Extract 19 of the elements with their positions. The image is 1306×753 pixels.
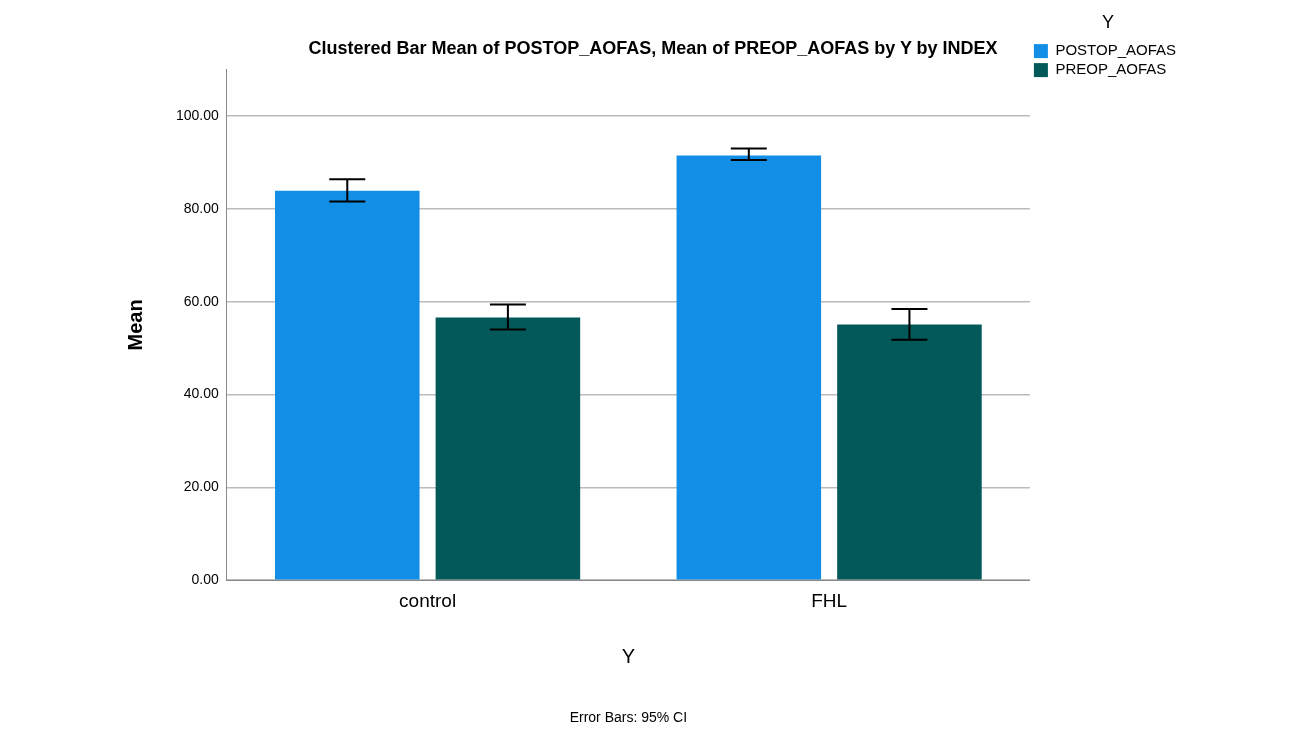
legend-title: Y (1101, 11, 1114, 32)
bar (435, 317, 581, 580)
legend-label: PREOP_AOFAS (1055, 60, 1167, 78)
y-tick-label: 60.00 (183, 292, 220, 309)
y-axis-title: Mean (123, 299, 146, 351)
y-tick-label: 20.00 (183, 478, 220, 495)
legend-label: POSTOP_AOFAS (1055, 41, 1177, 59)
bar (275, 190, 420, 580)
x-tick-label: control (399, 589, 457, 611)
y-tick-label: 40.00 (183, 385, 220, 402)
chart-title: Clustered Bar Mean of POSTOP_AOFAS, Mean of PREOP_AOFAS by Y by INDEX (308, 37, 998, 58)
y-tick-label: 0.00 (191, 571, 220, 588)
y-tick-label: 100.00 (175, 106, 220, 123)
bar (837, 324, 982, 580)
text: Error Bars: 95% CI (569, 709, 688, 725)
x-axis-title: Y (621, 644, 636, 667)
bar (676, 155, 822, 580)
y-tick-label: 80.00 (183, 199, 220, 216)
x-tick-label: FHL (811, 589, 848, 611)
